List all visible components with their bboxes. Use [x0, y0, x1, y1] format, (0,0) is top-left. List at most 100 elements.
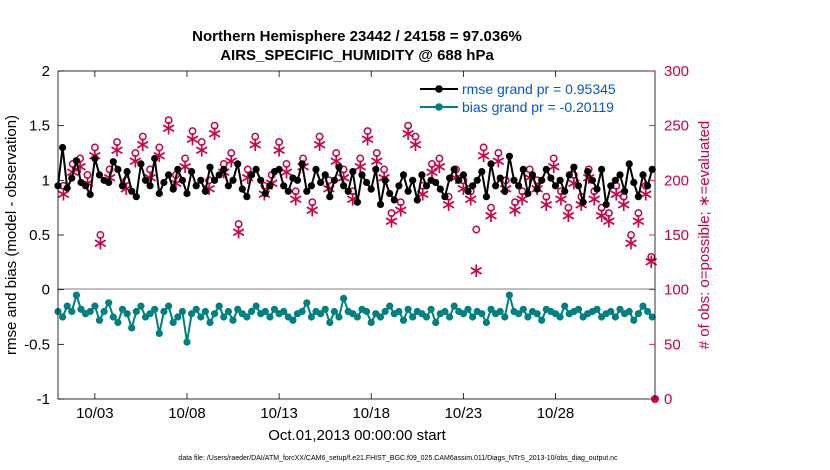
rmse-point	[528, 171, 537, 179]
bias-point	[169, 318, 177, 327]
rmse-point	[593, 185, 601, 193]
bias-point	[441, 307, 449, 316]
rmse-point	[95, 171, 104, 179]
rmse-point	[621, 187, 629, 195]
obs-possible-marker	[435, 154, 444, 163]
obs-possible-marker	[90, 143, 99, 152]
bias-point	[86, 307, 94, 316]
rmse-point	[363, 178, 371, 187]
bias-point	[363, 307, 371, 316]
bias-point	[266, 313, 274, 321]
rmse-point	[82, 182, 90, 190]
obs-possible-marker	[472, 225, 481, 234]
rmse-point	[349, 168, 357, 176]
legend-bias-label: bias grand pr = -0.20119	[462, 99, 614, 115]
bias-point	[625, 307, 633, 316]
obs-possible-marker	[396, 198, 405, 207]
rmse-point	[86, 190, 94, 199]
rmse-point	[634, 193, 643, 201]
rmse-point	[72, 157, 80, 165]
bias-point	[395, 307, 403, 316]
obs-evaluated-marker: ∗	[424, 159, 441, 183]
rmse-point	[252, 165, 260, 173]
x-tick-label: 10/08	[168, 405, 206, 422]
rmse-point	[450, 165, 458, 173]
y-left-tick-label: -0.5	[24, 336, 50, 353]
y-right-tick-label: 200	[664, 172, 689, 189]
bias-point	[174, 313, 182, 321]
rmse-point	[464, 187, 472, 195]
obs-possible-marker	[96, 231, 105, 239]
obs-possible-marker	[363, 127, 372, 136]
rmse-point	[266, 182, 274, 190]
bias-point	[505, 291, 513, 299]
rmse-point	[381, 176, 389, 184]
obs-possible-marker	[564, 203, 573, 212]
y-axis-left-ticks: -1 -0.5 0 0.5 1 1.5 2	[24, 63, 64, 408]
rmse-point	[547, 174, 555, 182]
rmse-point	[317, 178, 325, 187]
obs-evaluated-marker: ∗	[490, 149, 507, 173]
bias-point	[155, 329, 163, 337]
obs-possible-marker	[494, 149, 503, 157]
bias-point	[496, 307, 504, 316]
bias-point	[607, 307, 615, 316]
legend-rmse-label: rmse grand pr = 0.95345	[462, 81, 616, 97]
bias-point	[215, 302, 223, 310]
rmse-point	[188, 168, 196, 176]
obs-evaluated-marker: ∗	[311, 132, 328, 156]
bias-point	[91, 302, 99, 310]
obs-possible-marker	[234, 220, 243, 229]
rmse-point	[234, 160, 242, 168]
bias-point	[206, 318, 214, 327]
bias-point	[574, 305, 583, 313]
rmse-point	[128, 187, 136, 195]
bias-point	[634, 310, 643, 318]
obs-possible-marker	[542, 192, 551, 201]
rmse-point	[455, 176, 463, 184]
bias-point	[289, 316, 297, 324]
rmse-point	[284, 187, 292, 195]
bias-point	[427, 305, 435, 313]
obs-possible-marker	[131, 149, 140, 157]
obs-evaluated-marker: ∗	[271, 138, 288, 162]
bias-point	[432, 318, 440, 327]
obs-possible-marker	[387, 209, 396, 218]
bias-point	[118, 305, 127, 313]
rmse-point	[473, 176, 481, 184]
bias-point	[68, 307, 76, 316]
bias-point	[644, 307, 652, 316]
obs-evaluated-marker: ∗	[643, 249, 660, 273]
obs-evaluated-marker: ∗	[593, 203, 610, 227]
chart-title-line2: AIRS_SPECIFIC_HUMIDITY @ 688 hPa	[220, 47, 494, 64]
rmse-point	[137, 160, 145, 168]
rmse-point	[496, 174, 504, 182]
bias-point	[519, 305, 527, 313]
obs-possible-marker	[315, 132, 324, 141]
obs-possible-marker	[243, 165, 252, 174]
y-right-tick-label: 0	[664, 391, 672, 408]
rmse-point	[353, 198, 361, 206]
obs-possible-marker	[138, 132, 147, 141]
rmse-point	[372, 165, 380, 173]
rmse-point	[114, 165, 122, 173]
rmse-point	[616, 171, 624, 179]
rmse-point	[630, 178, 638, 187]
obs-possible-marker	[428, 159, 436, 168]
rmse-point	[132, 193, 140, 201]
bias-point	[252, 302, 260, 310]
x-tick-label: 10/13	[260, 405, 298, 422]
rmse-point	[584, 168, 592, 176]
bias-point	[561, 302, 569, 310]
bias-point	[132, 307, 140, 316]
rmse-point	[551, 182, 560, 190]
obs-evaluated-marker: ∗	[304, 198, 321, 222]
rmse-point	[478, 168, 486, 176]
obs-possible-marker	[197, 138, 206, 147]
rmse-point	[340, 182, 348, 190]
bias-point	[234, 305, 242, 313]
obs-evaluated-marker: ∗	[400, 121, 417, 145]
obs-possible-marker	[308, 198, 317, 207]
rmse-point	[404, 187, 412, 195]
